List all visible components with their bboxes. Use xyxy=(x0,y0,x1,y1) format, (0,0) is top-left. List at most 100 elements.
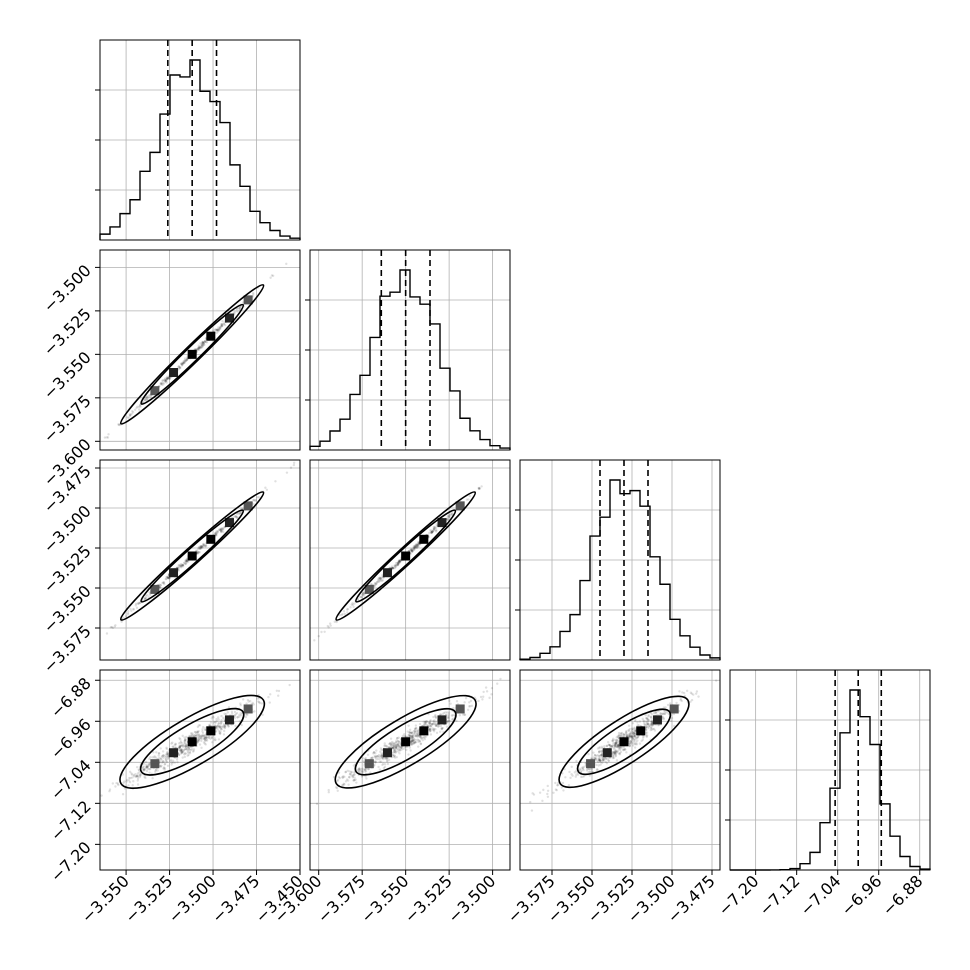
sample-point xyxy=(415,545,419,548)
sample-point xyxy=(415,734,418,737)
sample-point xyxy=(610,744,614,748)
sample-point xyxy=(410,740,413,744)
sample-point xyxy=(402,747,405,750)
sample-point xyxy=(596,760,600,764)
sample-point xyxy=(378,760,382,763)
sample-point xyxy=(608,756,611,760)
sample-point xyxy=(142,767,145,770)
sample-point xyxy=(391,746,394,750)
sample-point xyxy=(424,735,428,738)
sample-point xyxy=(379,578,382,582)
sample-point xyxy=(181,756,184,759)
sample-point xyxy=(163,768,166,771)
sample-point xyxy=(235,711,239,715)
sample-point xyxy=(288,683,291,687)
sample-point xyxy=(138,771,141,774)
sample-point xyxy=(598,758,601,762)
sample-point xyxy=(143,775,146,779)
density-cell xyxy=(419,534,429,544)
sample-point xyxy=(376,757,379,761)
sample-point xyxy=(394,740,398,744)
sample-point xyxy=(343,775,346,779)
sample-point xyxy=(184,562,187,566)
sample-point xyxy=(663,712,667,715)
sample-point xyxy=(422,736,426,739)
sample-point xyxy=(177,364,181,368)
sample-point xyxy=(463,701,466,704)
sample-point xyxy=(191,732,194,735)
sample-point xyxy=(611,755,615,758)
sample-point xyxy=(162,767,165,770)
sample-point xyxy=(654,711,658,715)
sample-point xyxy=(450,511,454,515)
sample-point xyxy=(647,714,650,717)
sample-point xyxy=(137,602,140,606)
sample-point xyxy=(612,756,616,760)
sample-point xyxy=(446,514,449,518)
sample-point xyxy=(387,746,390,749)
sample-point xyxy=(581,766,584,769)
sample-point xyxy=(155,768,158,771)
sample-point xyxy=(187,753,190,757)
sample-point xyxy=(200,544,203,548)
sample-point xyxy=(446,719,449,723)
sample-point xyxy=(650,720,654,723)
sample-point xyxy=(185,559,189,563)
sample-point xyxy=(490,693,493,696)
sample-point xyxy=(335,786,339,790)
sample-point xyxy=(598,759,601,762)
sample-point xyxy=(430,531,434,535)
sample-point xyxy=(252,499,255,502)
sample-point xyxy=(256,697,259,700)
sample-point xyxy=(313,639,316,642)
sample-point xyxy=(616,735,620,738)
sample-point xyxy=(179,749,182,752)
y-tick-label: −7.12 xyxy=(47,797,95,845)
sample-point xyxy=(166,757,170,761)
sample-point xyxy=(197,739,200,743)
sample-point xyxy=(587,770,590,774)
sample-point xyxy=(653,729,657,732)
sample-point xyxy=(171,759,175,762)
y-tick-label: −7.20 xyxy=(47,838,95,886)
sample-point xyxy=(178,737,181,740)
sample-point xyxy=(358,767,361,770)
sample-point xyxy=(428,721,431,725)
sample-point xyxy=(397,740,400,743)
sample-point xyxy=(340,613,343,617)
sample-point xyxy=(617,744,621,748)
sample-point xyxy=(346,611,349,614)
sample-point xyxy=(408,731,411,734)
sample-point xyxy=(690,692,694,695)
sample-point xyxy=(399,745,403,749)
sample-point xyxy=(203,544,207,547)
sample-point xyxy=(619,746,623,749)
sample-point xyxy=(216,728,219,731)
sample-point xyxy=(201,544,205,547)
sample-point xyxy=(380,756,384,760)
sample-point xyxy=(417,733,420,736)
sample-point xyxy=(587,767,591,771)
sample-point xyxy=(612,747,615,750)
sample-point xyxy=(393,750,396,754)
sample-point xyxy=(161,379,165,382)
sample-point xyxy=(146,593,149,597)
sample-point xyxy=(413,546,417,550)
sample-point xyxy=(182,361,185,365)
sample-point xyxy=(165,760,169,764)
sample-point xyxy=(614,744,617,747)
sample-point xyxy=(338,613,341,617)
sample-point xyxy=(178,745,181,749)
y-tick-label: −7.04 xyxy=(47,756,95,804)
density-cell xyxy=(382,568,392,578)
sample-point xyxy=(219,528,222,532)
sample-point xyxy=(202,342,205,346)
sample-point xyxy=(396,563,399,566)
sample-point xyxy=(373,584,376,588)
sample-point xyxy=(166,751,169,754)
sample-point xyxy=(628,744,631,747)
sample-point xyxy=(629,731,632,735)
sample-point xyxy=(235,515,238,519)
sample-point xyxy=(616,745,620,748)
sample-point xyxy=(649,724,652,728)
